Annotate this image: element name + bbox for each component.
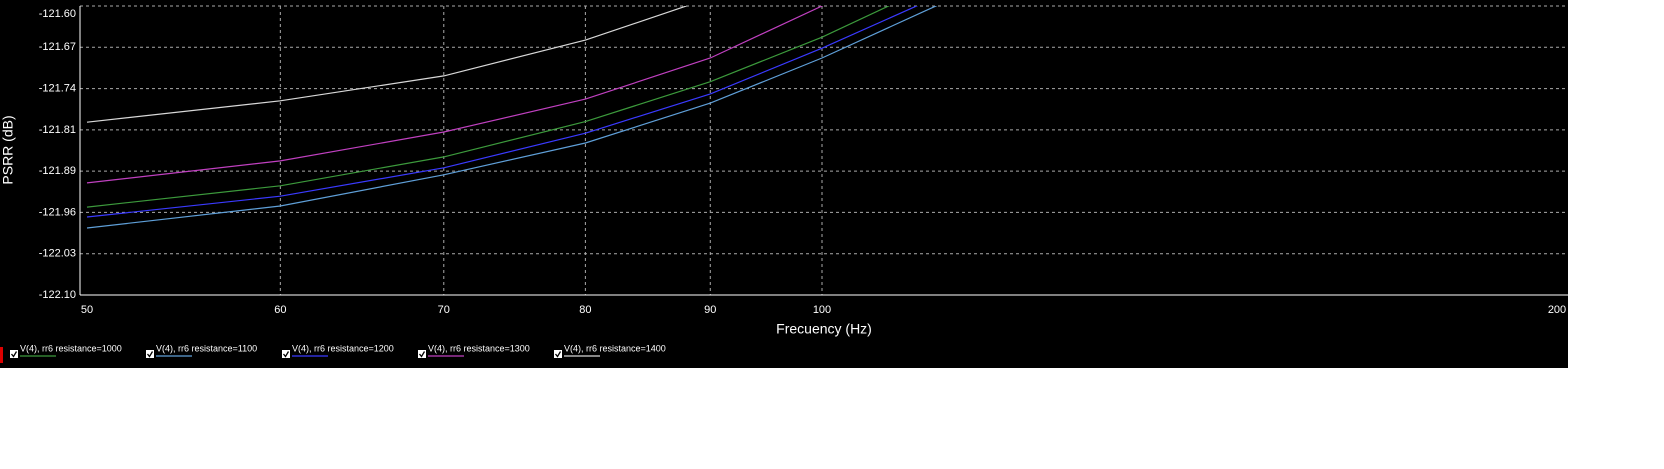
legend-text: V(4), rr6 resistance=1100 [156, 343, 257, 353]
legend-check [418, 351, 426, 358]
legend-checkbox[interactable] [10, 350, 18, 358]
legend-text: V(4), rr6 resistance=1300 [428, 343, 530, 353]
legend-text: V(4), rr6 resistance=1200 [292, 343, 394, 353]
legend-checkbox[interactable] [282, 350, 290, 358]
x-tick-label: 60 [274, 304, 286, 316]
x-tick-label: 70 [438, 304, 450, 316]
legend-checkbox[interactable] [554, 350, 562, 358]
x-tick-label: 200 [1548, 304, 1566, 316]
legend-text: V(4), rr6 resistance=1000 [20, 343, 122, 353]
y-axis-title: PSRR (dB) [0, 115, 16, 184]
x-tick-label: 50 [81, 304, 93, 316]
background [0, 0, 1568, 368]
y-tick-label: -121.96 [39, 206, 76, 218]
series-line [86, 6, 919, 218]
legend-check [10, 351, 18, 358]
x-axis-title: Frecuency (Hz) [776, 321, 872, 337]
legend-text: V(4), rr6 resistance=1400 [564, 343, 666, 353]
legend-check [282, 351, 290, 358]
series-line [86, 6, 890, 208]
y-tick-label: -121.89 [39, 165, 76, 177]
series-line [86, 6, 689, 123]
y-tick-label: -121.74 [39, 83, 76, 95]
legend-checkbox[interactable] [418, 350, 426, 358]
y-tick-label: -122.03 [39, 248, 76, 260]
legend-marker [0, 347, 3, 363]
y-tick-label: -121.81 [39, 124, 76, 136]
x-tick-label: 80 [579, 304, 591, 316]
legend-check [554, 351, 562, 358]
legend-check [146, 351, 154, 358]
y-tick-label: -121.60 [39, 8, 76, 20]
x-tick-label: 90 [704, 304, 716, 316]
series-line [86, 6, 938, 229]
legend-checkbox[interactable] [146, 350, 154, 358]
x-tick-label: 100 [813, 304, 831, 316]
y-tick-label: -121.67 [39, 41, 76, 53]
y-tick-label: -122.10 [39, 289, 76, 301]
series-line [86, 6, 824, 184]
